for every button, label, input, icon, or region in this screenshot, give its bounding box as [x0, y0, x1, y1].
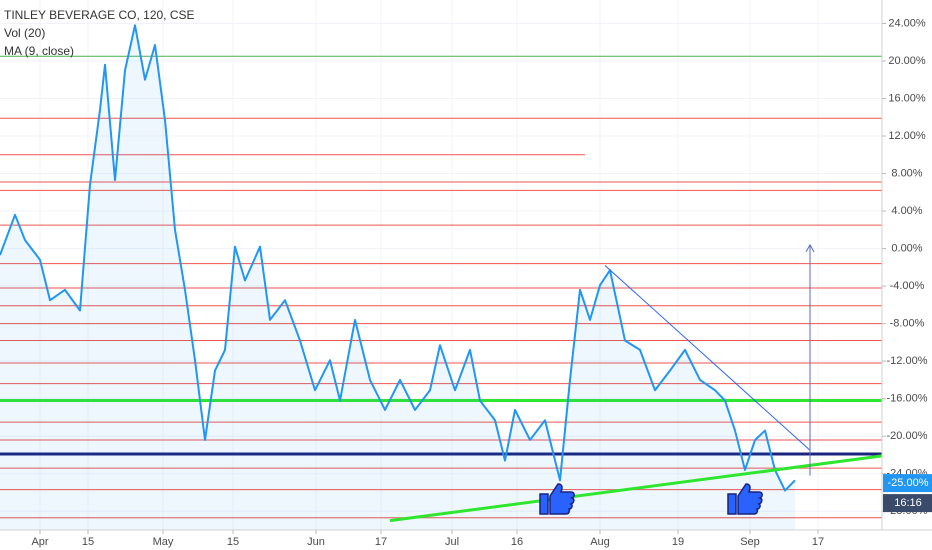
y-tick-label: 8.00%: [891, 167, 922, 179]
indicator-label: MA (9, close): [4, 44, 74, 58]
y-tick-label: 16.00%: [888, 92, 926, 104]
price-badge: [883, 474, 932, 493]
x-tick-label: 15: [227, 536, 239, 548]
y-tick-label: 0.00%: [891, 242, 922, 254]
axes: 24.00% 20.00% 16.00% 12.00% 8.00% 4.00% 0.00% -…: [31, 17, 932, 548]
y-tick-label: -12.00%: [887, 355, 928, 367]
thumb-shape: [539, 483, 575, 515]
plot: [0, 24, 883, 531]
levels: [0, 55, 882, 519]
x-tick-label: 15: [82, 536, 94, 548]
y-tick-label: -8.00%: [890, 318, 925, 330]
trend-line: [604, 265, 811, 451]
trend-line: [389, 454, 883, 523]
indicator-label: Vol (20): [4, 26, 45, 40]
y-tick-label: -20.00%: [887, 430, 928, 442]
x-tick-label: May: [153, 536, 174, 548]
y-tick-label: -4.00%: [890, 280, 925, 292]
thumb-icon: [727, 483, 763, 515]
y-tick-label: 20.00%: [888, 55, 926, 67]
price-badge-label: -25.00%: [888, 477, 929, 489]
x-tick-label: Aug: [590, 536, 610, 548]
x-tick-label: Apr: [31, 536, 48, 548]
x-tick-label: Jun: [307, 536, 325, 548]
series-area: [0, 25, 795, 531]
y-tick-label: 24.00%: [888, 17, 926, 29]
y-tick-label: -16.00%: [887, 393, 928, 405]
x-tick-label: 17: [375, 536, 387, 548]
x-tick-label: 16: [511, 536, 523, 548]
y-tick-label: 4.00%: [891, 205, 922, 217]
thumb-shape: [727, 483, 763, 515]
time-badge-label: 16:16: [894, 497, 922, 509]
y-tick-label: 12.00%: [888, 130, 926, 142]
x-tick-label: 17: [812, 536, 824, 548]
x-tick-label: Sep: [740, 536, 760, 548]
x-tick-label: Jul: [445, 536, 459, 548]
thumb-icon: [539, 483, 575, 515]
x-tick-label: 19: [672, 536, 684, 548]
series-line: [0, 24, 796, 492]
time-badge: [883, 494, 932, 513]
chart-title: TINLEY BEVERAGE CO, 120, CSE: [4, 8, 195, 22]
arrow-head: [805, 243, 815, 253]
